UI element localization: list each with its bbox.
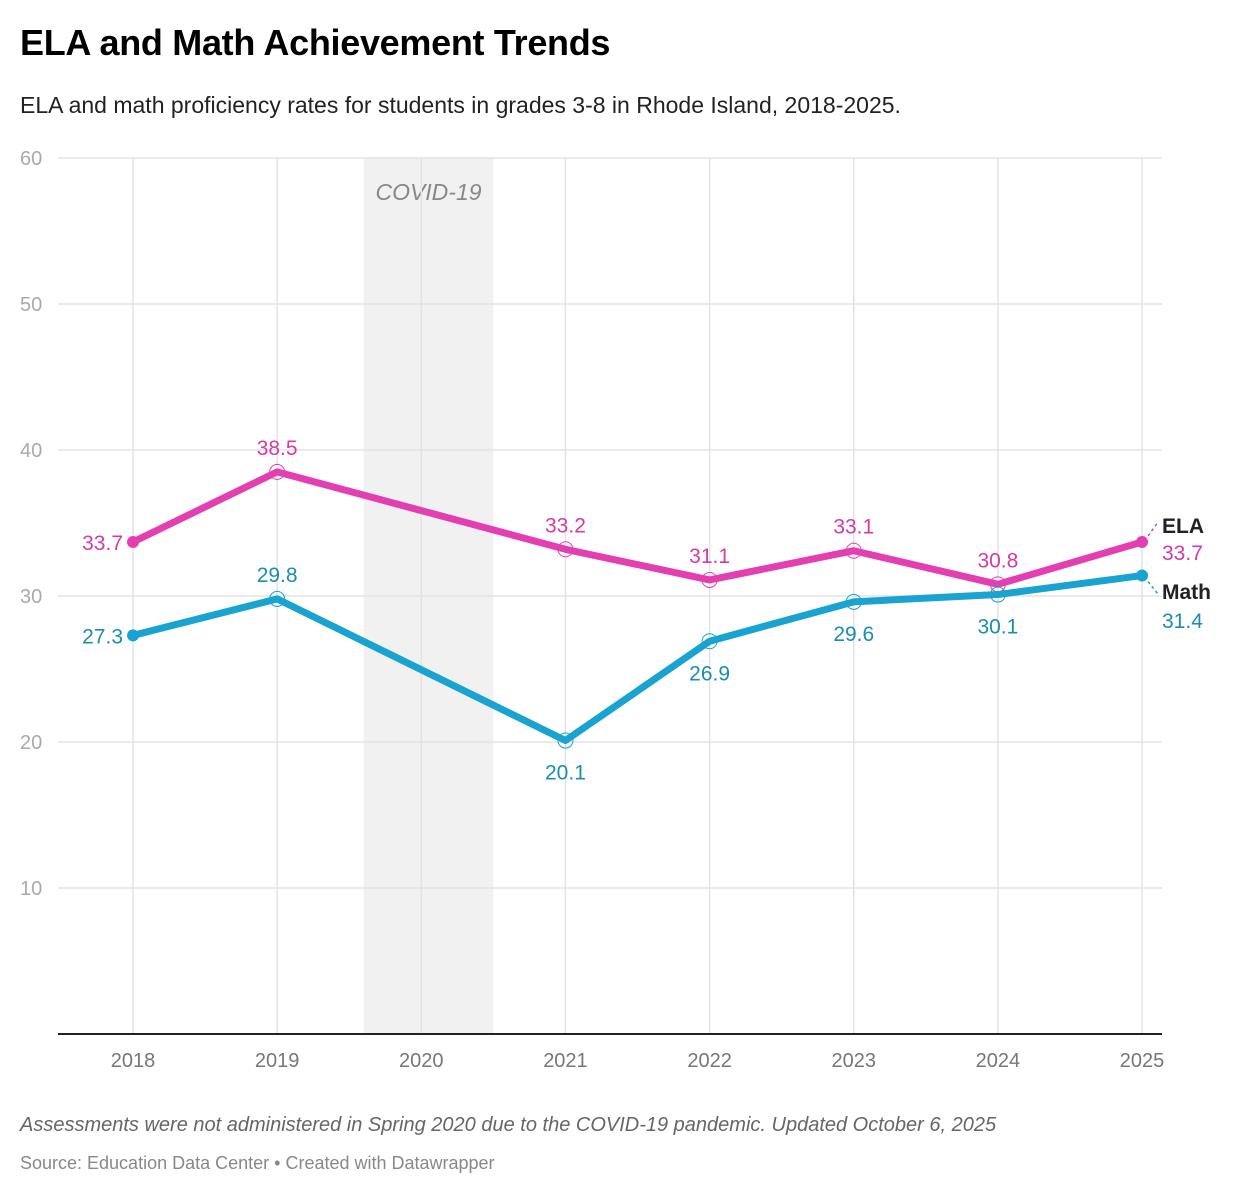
- x-tick-label: 2020: [399, 1050, 444, 1072]
- y-tick-label: 10: [20, 878, 42, 900]
- data-point: [989, 586, 1006, 603]
- covid-label: COVID-19: [375, 179, 481, 205]
- chart-source: Source: Education Data Center • Created …: [20, 1153, 495, 1173]
- chart-note: Assessments were not administered in Spr…: [20, 1114, 997, 1136]
- data-label: 29.8: [257, 564, 298, 587]
- series-name-label: Math: [1162, 581, 1211, 604]
- x-tick-label: 2018: [111, 1050, 156, 1072]
- x-tick-label: 2021: [543, 1050, 588, 1072]
- chart-title: ELA and Math Achievement Trends: [20, 22, 611, 63]
- data-label: 29.6: [833, 623, 874, 646]
- y-tick-label: 30: [20, 586, 42, 608]
- data-point: [1136, 535, 1149, 548]
- x-tick-label: 2023: [832, 1050, 877, 1072]
- legend-connector: [1147, 581, 1159, 595]
- data-point: [845, 542, 862, 559]
- x-tick-label: 2025: [1120, 1050, 1165, 1072]
- x-tick-label: 2024: [976, 1050, 1021, 1072]
- series-line-math: [132, 572, 1143, 745]
- x-tick-label: 2022: [687, 1050, 732, 1072]
- data-label: 30.8: [977, 549, 1018, 572]
- data-point: [557, 541, 574, 558]
- data-point: [557, 732, 574, 749]
- y-tick-label: 50: [20, 294, 42, 316]
- data-label: 38.5: [257, 437, 298, 460]
- y-tick-label: 20: [20, 732, 42, 754]
- data-point: [269, 590, 286, 607]
- series-name-label: ELA: [1162, 515, 1204, 538]
- data-label: 31.1: [689, 545, 730, 568]
- data-point: [127, 535, 139, 548]
- y-tick-label: 40: [20, 440, 42, 462]
- legend-connector: [1147, 521, 1159, 537]
- data-label: 33.7: [1162, 542, 1203, 565]
- data-label: 31.4: [1162, 610, 1203, 633]
- data-point: [845, 593, 862, 610]
- data-label: 33.2: [545, 514, 586, 537]
- data-label: 26.9: [689, 662, 730, 685]
- data-label: 27.3: [82, 625, 123, 648]
- y-tick-label: 60: [20, 148, 42, 170]
- data-label: 33.1: [833, 516, 874, 539]
- data-label: 33.7: [82, 532, 123, 555]
- data-point: [701, 633, 718, 650]
- data-label: 30.1: [977, 616, 1018, 639]
- data-point: [1136, 569, 1149, 582]
- chart-subtitle: ELA and math proficiency rates for stude…: [20, 92, 901, 118]
- x-tick-label: 2019: [255, 1050, 300, 1072]
- series-line-ela: [131, 468, 1144, 588]
- data-point: [269, 463, 286, 480]
- data-point: [127, 629, 139, 642]
- data-point: [701, 571, 718, 588]
- data-label: 20.1: [545, 762, 586, 785]
